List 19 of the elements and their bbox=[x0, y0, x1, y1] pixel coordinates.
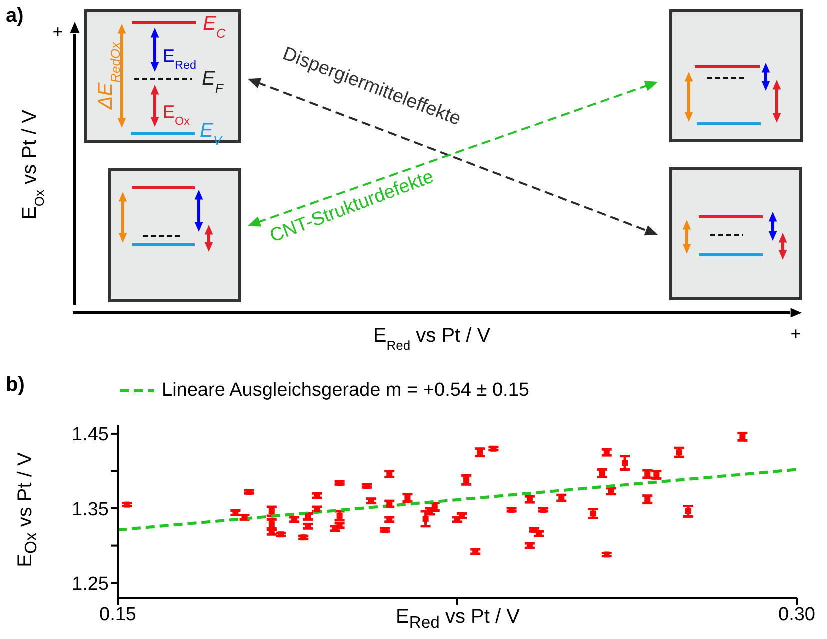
text: E$_{Red}$ vs Pt / V bbox=[373, 325, 492, 352]
text: E$_{F}$ bbox=[202, 68, 224, 96]
y-tick-label: 1.25 bbox=[72, 574, 109, 595]
legend-label: Lineare Ausgleichsgerade m = +0.54 ± 0.15 bbox=[162, 380, 530, 402]
x-tick-label: 0.30 bbox=[778, 604, 816, 626]
text: E$_{Ox}$ bbox=[163, 102, 190, 128]
x-axis-title: E$_{Red}$ vs Pt / V bbox=[396, 606, 520, 633]
text: E$_{Red}$ bbox=[163, 46, 196, 72]
x-tick-label: 0.15 bbox=[100, 604, 136, 626]
text: + bbox=[52, 22, 64, 42]
chart-title: b) bbox=[6, 374, 25, 397]
text: a) bbox=[6, 5, 24, 27]
y-tick-label: 1.35 bbox=[72, 499, 109, 520]
point bbox=[422, 516, 429, 522]
y-tick-label: 1.45 bbox=[72, 424, 109, 446]
text: + bbox=[790, 324, 802, 344]
point bbox=[685, 508, 692, 514]
text: E$_{C}$ bbox=[203, 13, 226, 40]
point bbox=[622, 460, 628, 466]
